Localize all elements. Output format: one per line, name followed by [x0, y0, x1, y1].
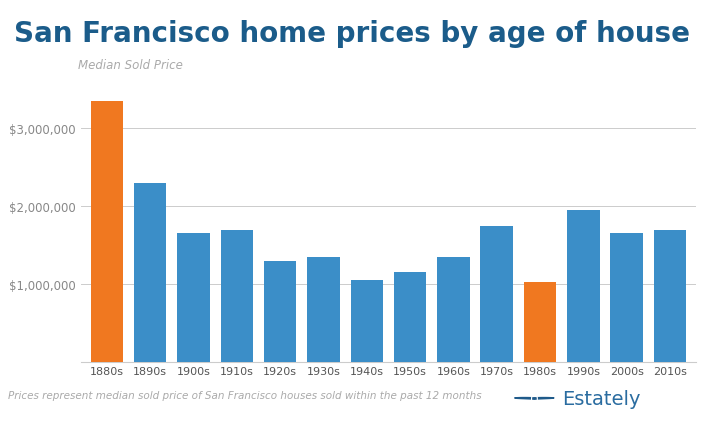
Text: Estately: Estately	[562, 389, 641, 408]
Bar	[307, 257, 340, 362]
Bar	[610, 234, 643, 362]
Bar	[437, 257, 470, 362]
Bar	[480, 226, 513, 362]
Text: San Francisco home prices by age of house: San Francisco home prices by age of hous…	[13, 20, 690, 48]
Bar	[567, 210, 600, 362]
Bar	[221, 230, 253, 362]
Text: Year Built: Year Built	[78, 425, 134, 426]
Bar	[654, 230, 686, 362]
Bar	[524, 282, 556, 362]
Bar	[177, 234, 209, 362]
Text: Median Sold Price: Median Sold Price	[78, 59, 183, 72]
Bar	[351, 280, 383, 362]
Bar	[394, 273, 426, 362]
Bar	[264, 261, 297, 362]
Bar	[134, 183, 167, 362]
Text: Prices represent median sold price of San Francisco houses sold within the past : Prices represent median sold price of Sa…	[8, 391, 482, 400]
Bar	[91, 102, 123, 362]
Polygon shape	[515, 397, 554, 399]
Text: ⌂: ⌂	[530, 390, 538, 404]
